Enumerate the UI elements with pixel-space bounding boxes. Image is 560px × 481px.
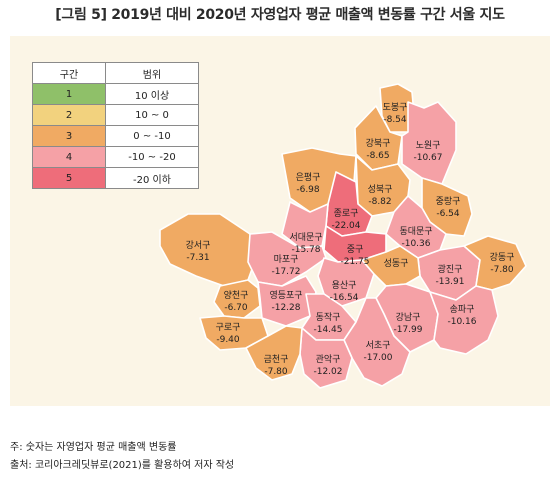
district-value-label: -16.54 <box>329 293 358 303</box>
legend-header-class: 구간 <box>32 62 106 84</box>
figure-title: [그림 5] 2019년 대비 2020년 자영업자 평균 매출액 변동률 구간… <box>55 7 505 23</box>
legend-header-row: 구간 범위 <box>32 62 199 84</box>
district-name-label: 은평구 <box>296 172 321 183</box>
district-layer <box>159 83 527 389</box>
district-value-label: -10.67 <box>413 153 442 163</box>
district-seongdong <box>361 245 421 287</box>
district-gangdong <box>463 235 527 291</box>
district-value-label: -8.82 <box>368 197 391 207</box>
legend-range: 10 ~ 0 <box>105 104 199 126</box>
legend-row: 5 -20 이하 <box>32 167 199 189</box>
district-value-label: -10.16 <box>447 317 476 327</box>
district-name-label: 강동구 <box>490 252 515 263</box>
legend-header-range: 범위 <box>105 62 199 84</box>
district-name-label: 노원구 <box>416 140 441 151</box>
district-name-label: 종로구 <box>334 208 359 219</box>
district-dongdaemun <box>385 195 447 259</box>
district-value-label: -7.80 <box>264 367 288 377</box>
district-value-label: -12.28 <box>271 303 300 313</box>
district-name-label: 영등포구 <box>269 290 302 301</box>
legend-class: 3 <box>32 125 106 147</box>
district-name-label: 양천구 <box>224 290 249 301</box>
district-name-label: 금천구 <box>264 354 289 365</box>
legend-class: 2 <box>32 104 106 126</box>
district-name-label: 용산구 <box>332 280 357 291</box>
district-value-label: -15.78 <box>291 245 320 255</box>
district-value-label: -6.70 <box>224 303 248 313</box>
district-name-label: 도봉구 <box>383 102 408 113</box>
district-name-label: 중랑구 <box>436 195 461 207</box>
district-name-label: 송파구 <box>450 304 475 315</box>
district-name-label: 구로구 <box>216 322 241 333</box>
legend-range: -10 ~ -20 <box>105 146 199 168</box>
district-value-label: -22.04 <box>331 221 360 231</box>
district-yangcheon <box>213 279 261 319</box>
map-panel: 도봉구 -8.54 강북구 -8.65 노원구 -10.67 은평구 -6.98 성북구 -8.8… <box>10 36 550 406</box>
note-text: 주: 숫자는 자영업자 평균 매출액 변동률 <box>10 442 177 453</box>
legend-row: 4 -10 ~ -20 <box>32 146 199 168</box>
legend-range: -20 이하 <box>105 167 199 189</box>
district-value-label: -21.75 <box>340 257 369 267</box>
district-name-label: 서대문구 <box>289 232 322 243</box>
district-value-label: -6.54 <box>436 209 460 219</box>
district-value-label: -8.54 <box>383 115 407 125</box>
district-value-label: -17.99 <box>393 325 422 335</box>
district-value-label: -6.98 <box>296 185 320 195</box>
district-name-label: 동작구 <box>316 312 341 323</box>
district-value-label: -10.36 <box>401 239 430 249</box>
legend-row: 2 10 ~ 0 <box>32 104 199 126</box>
district-name-label: 중구 <box>347 244 364 255</box>
source-text: 출처: 코리아크레딧뷰로(2021)를 활용하여 저자 작성 <box>10 460 235 471</box>
district-geumcheon <box>245 325 303 381</box>
district-seodaemun <box>281 201 329 249</box>
district-name-label: 성동구 <box>384 258 409 269</box>
legend-table: 구간 범위 1 10 이상 2 10 ~ 0 3 0 ~ -10 4 -10 ~… <box>32 62 199 189</box>
district-name-label: 성북구 <box>368 184 393 195</box>
district-value-label: -7.31 <box>186 253 209 263</box>
district-name-label: 광진구 <box>438 263 463 275</box>
district-name-label: 강남구 <box>396 312 421 323</box>
district-name-label: 마포구 <box>274 254 299 265</box>
legend-range: 10 이상 <box>105 83 199 105</box>
district-value-label: -17.72 <box>271 267 300 277</box>
legend-row: 1 10 이상 <box>32 83 199 105</box>
legend-row: 3 0 ~ -10 <box>32 125 199 147</box>
district-value-label: -17.00 <box>363 353 392 363</box>
district-mapo <box>247 231 327 287</box>
district-name-label: 동대문구 <box>399 226 432 237</box>
legend-range: 0 ~ -10 <box>105 125 199 147</box>
district-value-label: -9.40 <box>216 335 240 345</box>
district-name-label: 서초구 <box>366 340 391 351</box>
legend-class: 1 <box>32 83 106 105</box>
legend-class: 5 <box>32 167 106 189</box>
district-value-label: -12.02 <box>313 367 342 377</box>
district-songpa <box>429 285 499 355</box>
district-name-label: 관악구 <box>316 353 341 365</box>
district-value-label: -7.80 <box>490 265 514 275</box>
district-value-label: -8.65 <box>366 151 389 161</box>
district-value-label: -14.45 <box>313 325 342 335</box>
seoul-map: 도봉구 -8.54 강북구 -8.65 노원구 -10.67 은평구 -6.98 성북구 -8.8… <box>159 83 527 389</box>
district-name-label: 강서구 <box>186 240 211 251</box>
district-gwanak <box>299 327 353 389</box>
legend-class: 4 <box>32 146 106 168</box>
district-value-label: -13.91 <box>435 277 464 287</box>
label-layer: 도봉구 -8.54 강북구 -8.65 노원구 -10.67 은평구 -6.98 성북구 -8.8… <box>186 102 515 377</box>
district-name-label: 강북구 <box>366 138 391 149</box>
district-gangbuk <box>354 105 403 171</box>
